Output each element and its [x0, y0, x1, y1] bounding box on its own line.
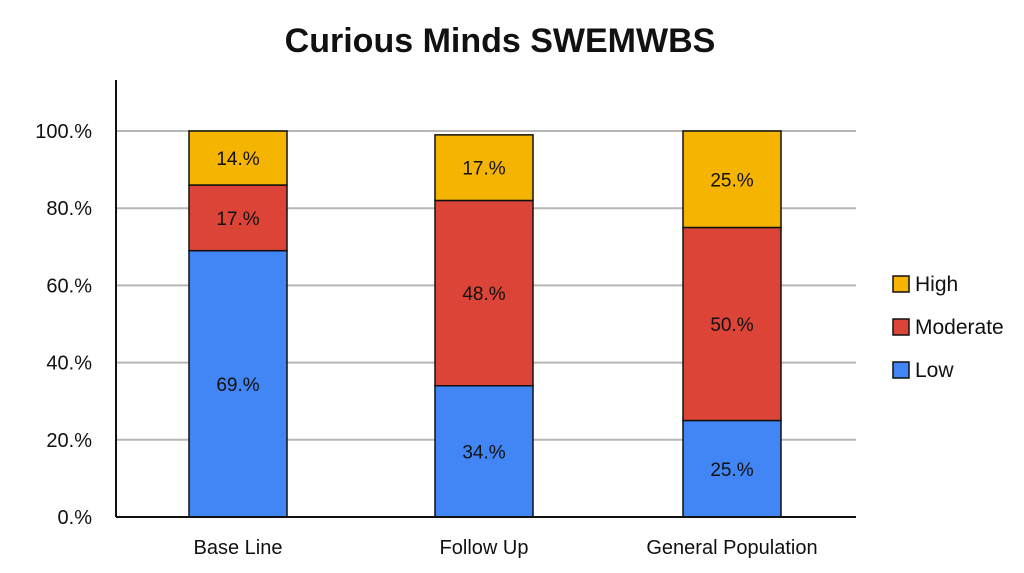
bar-segment-high: [682, 130, 782, 229]
y-tick-label: 100.%: [35, 121, 92, 143]
chart-title: Curious Minds SWEMWBS: [284, 22, 716, 60]
data-label: 48.%: [462, 284, 505, 305]
legend-swatch-low: [892, 361, 910, 379]
y-tick-label: 80.%: [46, 198, 92, 220]
data-label: 25.%: [710, 170, 753, 191]
data-label: 25.%: [710, 460, 753, 481]
data-label: 17.%: [216, 209, 259, 230]
legend-label-high: High: [915, 273, 958, 296]
bar-segment-moderate: [434, 199, 534, 387]
x-tick-label: Base Line: [194, 537, 283, 559]
bar-segment-low: [188, 249, 288, 518]
bar-segment-high: [434, 134, 534, 202]
bar-segment-high: [188, 130, 288, 186]
data-label: 14.%: [216, 149, 259, 170]
data-label: 69.%: [216, 375, 259, 396]
x-tick-label: General Population: [646, 537, 817, 559]
y-tick-label: 40.%: [46, 353, 92, 375]
data-label: 34.%: [462, 442, 505, 463]
y-tick-label: 60.%: [46, 275, 92, 297]
data-label: 17.%: [462, 159, 505, 180]
y-tick-label: 0.%: [58, 507, 93, 529]
bar-segment-low: [434, 385, 534, 518]
legend-swatch-high: [892, 275, 910, 293]
legend-swatch-moderate: [892, 318, 910, 336]
data-label: 50.%: [710, 315, 753, 336]
legend-label-low: Low: [915, 359, 954, 382]
bar-segment-moderate: [188, 184, 288, 252]
x-tick-label: Follow Up: [440, 537, 529, 559]
legend-label-moderate: Moderate: [915, 316, 1004, 339]
y-tick-label: 20.%: [46, 430, 92, 452]
bar-segment-moderate: [682, 226, 782, 422]
